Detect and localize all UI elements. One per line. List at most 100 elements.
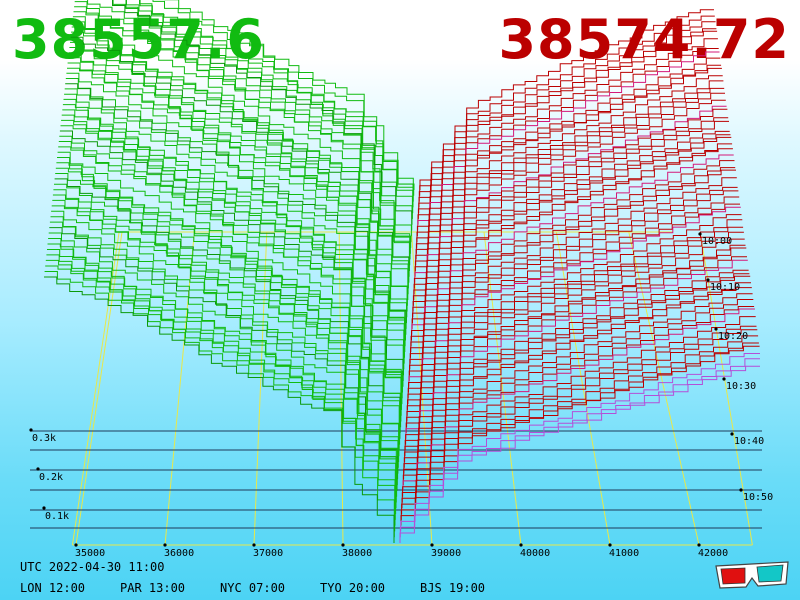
bid-depth-line (59, 135, 403, 393)
price-tick-label-6: 41000 (609, 548, 639, 559)
bid-depth-line (61, 119, 404, 376)
time-tick-3 (722, 377, 726, 381)
time-tick-4 (730, 432, 734, 436)
price-tick-label-4: 39000 (431, 548, 461, 559)
time-tick-2 (714, 327, 718, 331)
time-tick-label-4: 10:40 (734, 436, 764, 447)
bid-depth-line (48, 232, 398, 497)
ask-depth-line (407, 226, 744, 405)
floor-right-edge (699, 231, 753, 546)
bid-depth-line (48, 238, 397, 503)
ask-depth-line (416, 57, 721, 237)
bid-depth-line (68, 57, 408, 306)
bid-depth-line (139, 0, 414, 208)
ask-depth-line (413, 117, 729, 295)
time-tick-label-1: 10:10 (710, 282, 740, 293)
bid-depth-line (62, 104, 405, 358)
time-tick-label-2: 10:20 (718, 331, 748, 342)
time-tick-label-5: 10:50 (743, 492, 773, 503)
bid-depth-line (52, 194, 400, 457)
price-tick-4 (430, 543, 434, 547)
bid-depth-line (164, 0, 415, 190)
bid-depth-line (64, 93, 406, 347)
bid-depth-line (63, 98, 406, 352)
bid-depth-line (72, 16, 411, 260)
bid-depth-line (70, 41, 409, 289)
ask-depth-line (402, 308, 755, 491)
price-tick-0 (74, 543, 78, 547)
price-tick-7 (697, 543, 701, 547)
bid-depth-line (55, 167, 402, 428)
bid-depth-line (139, 0, 414, 202)
bid-depth-line (59, 130, 404, 387)
bid-depth-line (47, 249, 397, 515)
price-tick-label-5: 40000 (520, 548, 550, 559)
ask-depth-line (409, 190, 739, 370)
bid-depth-line (66, 72, 407, 324)
ask-depth-line (412, 143, 733, 324)
bid-depth-line (45, 265, 396, 532)
bid-depth-line (64, 88, 406, 341)
3d-glasses-icon[interactable] (712, 558, 792, 594)
price-tick-3 (341, 543, 345, 547)
city-time-tyo: TYO 20:00 (320, 581, 386, 595)
bid-depth-line (54, 183, 401, 445)
price-tick-5 (519, 543, 523, 547)
bid-depth-line (125, 0, 413, 219)
bid-depth-line (112, 0, 413, 225)
bid-depth-line (74, 1, 412, 243)
floor-gridline-1 (164, 231, 195, 546)
ask-depth-line (405, 256, 747, 433)
ask-depth-line (419, 15, 715, 196)
city-time-nyc: NYC 07:00 (220, 581, 286, 595)
floor-left-edge (71, 231, 120, 546)
price-tick-1 (163, 543, 167, 547)
ask-depth-line (408, 206, 741, 387)
time-tick-1 (706, 278, 710, 282)
bid-depth-line (47, 243, 397, 509)
ask-depth-line (417, 51, 720, 231)
time-tick-label-3: 10:30 (726, 381, 756, 392)
price-tick-label-1: 36000 (164, 548, 194, 559)
bid-depth-line (52, 199, 400, 462)
bid-depth-line (54, 178, 401, 439)
bid-depth-line (61, 114, 405, 370)
depth-tick-2 (29, 428, 33, 432)
price-tick-label-0: 35000 (75, 548, 105, 559)
bid-depth-line (55, 173, 401, 433)
depth-tick-label-0: 0.1k (45, 511, 69, 522)
ask-depth-line (409, 196, 740, 376)
bid-depth-line (152, 0, 415, 196)
ask-depth-line (411, 154, 734, 335)
city-time-lon: LON 12:00 (20, 581, 86, 595)
ask-depth-line (416, 67, 722, 248)
bid-depth-line (45, 259, 396, 526)
depth-tick-0 (42, 506, 46, 510)
price-tick-label-3: 38000 (342, 548, 372, 559)
depth-tick-1 (36, 467, 40, 471)
bid-depth-line (50, 216, 399, 480)
bid-depth-line (49, 227, 398, 491)
time-tick-label-0: 10:00 (702, 236, 732, 247)
ask-depth-line (399, 365, 760, 543)
price-axis: 35000 36000 37000 38000 39000 40000 41000 42000 (74, 543, 728, 559)
floor-gridline-2 (253, 231, 268, 546)
bid-depth-line (51, 210, 399, 474)
bid-depth-line (70, 36, 410, 283)
depth-tick-label-2: 0.3k (32, 433, 56, 444)
bid-depth-line (60, 125, 404, 381)
bid-depth-line (69, 47, 409, 295)
bid-depth-line (62, 109, 405, 364)
price-tick-2 (252, 543, 256, 547)
price-tick-label-2: 37000 (253, 548, 283, 559)
time-axis: 10:00 10:10 10:20 10:30 10:40 10:50 (698, 232, 773, 503)
depth-axis: 0.1k 0.2k 0.3k (29, 428, 69, 522)
bid-depth-line (126, 0, 414, 214)
bid-depth-line (51, 205, 399, 468)
bid-depth-line (112, 0, 413, 231)
floor-gridline-5 (483, 231, 522, 546)
ask-depth-line (418, 30, 718, 214)
bid-depth-line (44, 271, 395, 538)
ask-depth-line (415, 87, 725, 266)
depth-tick-label-1: 0.2k (39, 472, 63, 483)
